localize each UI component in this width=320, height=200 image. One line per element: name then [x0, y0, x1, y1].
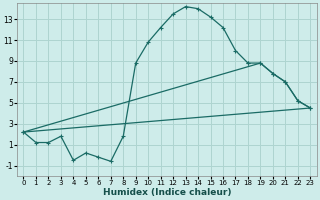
X-axis label: Humidex (Indice chaleur): Humidex (Indice chaleur) — [103, 188, 231, 197]
